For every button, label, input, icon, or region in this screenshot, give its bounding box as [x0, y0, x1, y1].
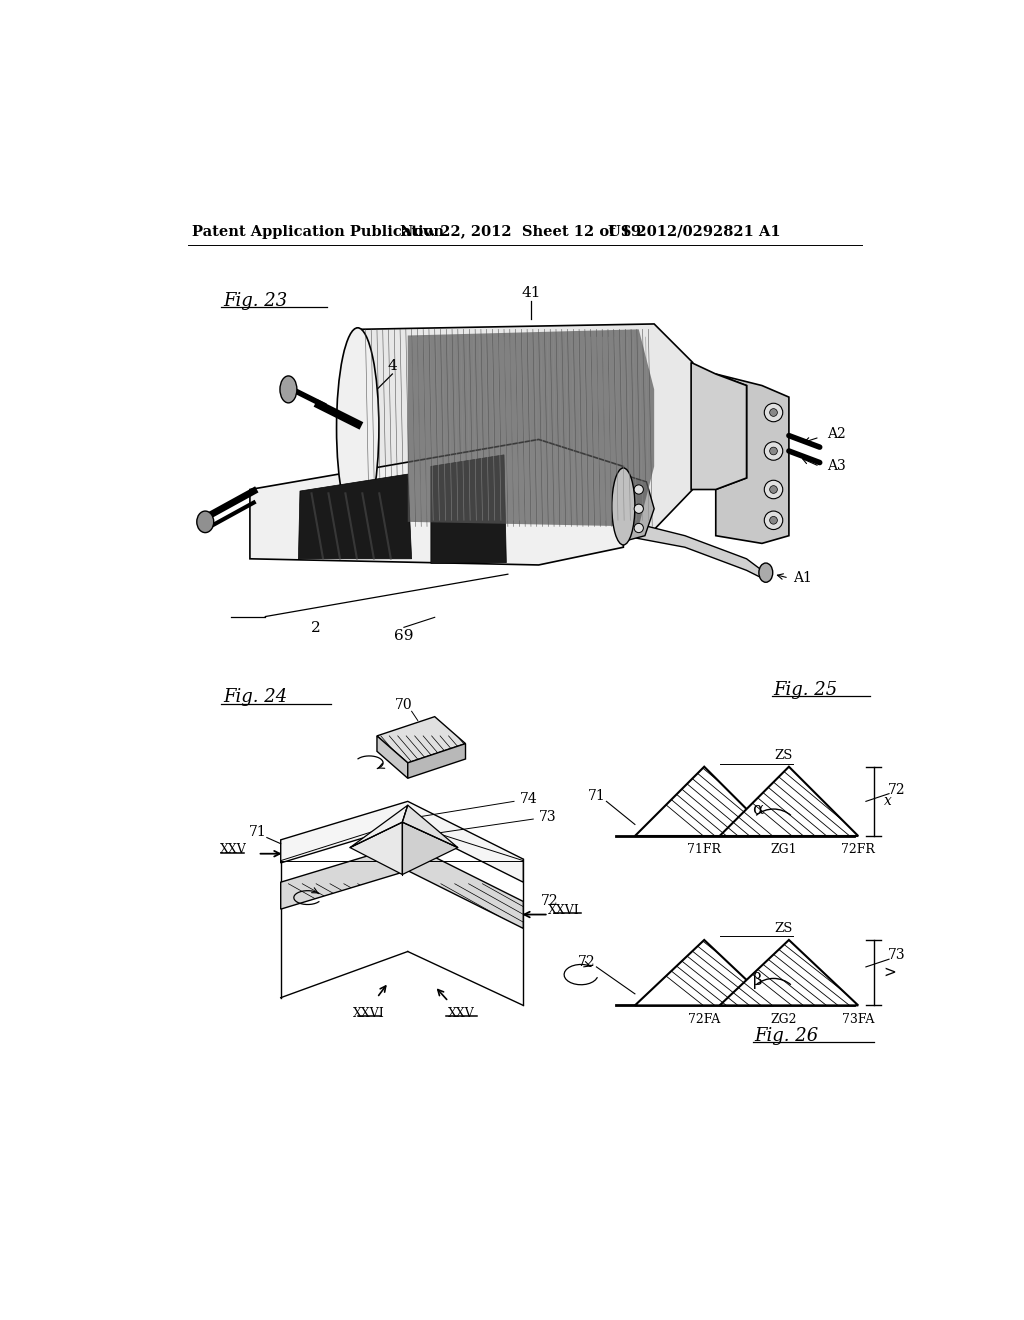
- Polygon shape: [350, 805, 408, 847]
- Circle shape: [634, 523, 643, 532]
- Ellipse shape: [197, 511, 214, 533]
- Text: XXVI: XXVI: [548, 904, 580, 917]
- Text: 70: 70: [395, 698, 413, 711]
- Circle shape: [770, 516, 777, 524]
- Text: A3: A3: [827, 459, 846, 474]
- Text: ZG2: ZG2: [770, 1012, 797, 1026]
- Text: β: β: [754, 973, 763, 989]
- Polygon shape: [691, 363, 746, 490]
- Text: Patent Application Publication: Patent Application Publication: [193, 224, 444, 239]
- Polygon shape: [635, 940, 773, 1006]
- Circle shape: [770, 447, 777, 455]
- Circle shape: [764, 511, 782, 529]
- Text: 73: 73: [888, 948, 905, 962]
- Polygon shape: [298, 474, 412, 558]
- Polygon shape: [350, 822, 402, 875]
- Text: 73: 73: [539, 809, 556, 824]
- Polygon shape: [377, 737, 408, 779]
- Text: 41: 41: [521, 286, 541, 300]
- Polygon shape: [402, 822, 458, 875]
- Polygon shape: [716, 374, 788, 544]
- Text: ZG1: ZG1: [770, 843, 797, 857]
- Text: 4: 4: [387, 359, 397, 374]
- Text: XXVI: XXVI: [353, 1007, 385, 1019]
- Text: US 2012/0292821 A1: US 2012/0292821 A1: [608, 224, 780, 239]
- Polygon shape: [408, 330, 654, 527]
- Polygon shape: [624, 520, 762, 578]
- Circle shape: [770, 409, 777, 416]
- Text: Fig. 23: Fig. 23: [223, 292, 287, 310]
- Text: Fig. 24: Fig. 24: [223, 689, 287, 706]
- Text: 2: 2: [310, 622, 321, 635]
- Text: XXV: XXV: [219, 843, 247, 857]
- Circle shape: [764, 442, 782, 461]
- Text: 71: 71: [588, 789, 605, 803]
- Polygon shape: [357, 323, 692, 529]
- Ellipse shape: [759, 564, 773, 582]
- Text: 72: 72: [578, 954, 595, 969]
- Text: 72FR: 72FR: [842, 843, 876, 857]
- Text: ZS: ZS: [774, 921, 793, 935]
- Text: XXV: XXV: [449, 1007, 475, 1019]
- Text: x: x: [884, 795, 892, 808]
- Circle shape: [634, 504, 643, 513]
- Polygon shape: [431, 455, 506, 564]
- Polygon shape: [281, 801, 523, 882]
- Text: >: >: [884, 965, 896, 979]
- Polygon shape: [720, 767, 858, 836]
- Text: Fig. 25: Fig. 25: [773, 681, 838, 698]
- Text: 71: 71: [249, 825, 266, 840]
- Polygon shape: [720, 940, 858, 1006]
- Polygon shape: [408, 743, 466, 779]
- Ellipse shape: [611, 469, 635, 545]
- Circle shape: [764, 404, 782, 422]
- Text: 72: 72: [888, 783, 905, 797]
- Text: α: α: [753, 800, 764, 817]
- Polygon shape: [622, 474, 654, 543]
- Circle shape: [770, 486, 777, 494]
- Text: A1: A1: [793, 572, 812, 585]
- Text: 72FA: 72FA: [688, 1012, 720, 1026]
- Circle shape: [634, 484, 643, 494]
- Ellipse shape: [280, 376, 297, 403]
- Text: ZS: ZS: [774, 748, 793, 762]
- Polygon shape: [635, 767, 773, 836]
- Circle shape: [764, 480, 782, 499]
- Text: 72: 72: [541, 895, 559, 908]
- Text: 73FA: 73FA: [842, 1012, 874, 1026]
- Polygon shape: [281, 843, 523, 928]
- Polygon shape: [402, 805, 458, 847]
- Text: 69: 69: [394, 628, 414, 643]
- Text: A2: A2: [827, 428, 846, 441]
- Polygon shape: [377, 717, 466, 763]
- Text: 71FR: 71FR: [687, 843, 721, 857]
- Ellipse shape: [337, 327, 379, 528]
- Text: Fig. 26: Fig. 26: [755, 1027, 818, 1045]
- Polygon shape: [250, 440, 624, 565]
- Text: Nov. 22, 2012  Sheet 12 of 19: Nov. 22, 2012 Sheet 12 of 19: [400, 224, 641, 239]
- Text: 74: 74: [519, 792, 538, 807]
